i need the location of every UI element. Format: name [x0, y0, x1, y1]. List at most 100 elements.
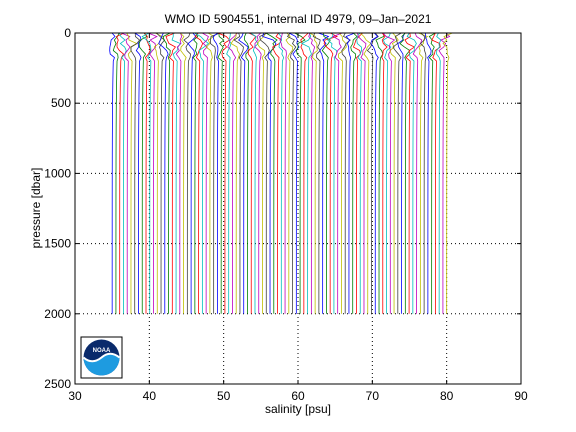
profile-line [205, 32, 215, 314]
profile-line [171, 32, 181, 314]
profile-line [194, 32, 204, 314]
x-tick-label: 50 [217, 389, 231, 403]
profile-line [217, 32, 231, 314]
profile-line [350, 32, 358, 314]
profile-line [309, 32, 318, 314]
profile-line [187, 32, 197, 314]
profile-line [323, 32, 339, 314]
profile-line [162, 32, 171, 314]
profile-line [332, 32, 343, 314]
profile-line [165, 32, 177, 314]
logo-gull [82, 352, 121, 363]
profile-line [202, 32, 209, 314]
profile-line [217, 32, 225, 314]
profile-line [141, 32, 152, 314]
y-tick-label: 2500 [44, 377, 71, 391]
profile-line [397, 32, 406, 314]
profile-line [389, 32, 399, 314]
y-tick-label: 0 [64, 26, 71, 40]
profile-line [238, 32, 249, 314]
profile-line [341, 32, 351, 314]
profile-line [428, 32, 436, 314]
profile-line [244, 32, 250, 314]
profile-line [321, 32, 331, 314]
y-tick-label: 1500 [44, 237, 71, 251]
profile-line [118, 32, 127, 314]
profile-line [134, 32, 142, 314]
profile-line [436, 32, 442, 314]
x-tick-label: 30 [68, 389, 82, 403]
profile-line [233, 32, 244, 314]
profile-line [112, 32, 120, 314]
profile-line [126, 32, 138, 314]
profile-line [399, 32, 411, 314]
profile-line [300, 32, 309, 314]
profile-line [370, 32, 379, 314]
profile-line [406, 32, 417, 314]
chart-title: WMO ID 5904551, internal ID 4979, 09–Jan… [165, 12, 432, 26]
profile-line [431, 32, 441, 314]
profile-line [153, 32, 163, 314]
grid-lines [75, 33, 521, 384]
y-tick-label: 500 [51, 96, 71, 110]
profile-line [272, 32, 283, 314]
profile-line [121, 32, 131, 314]
y-axis-label: pressure [dbar] [29, 168, 43, 249]
profile-line [294, 32, 306, 314]
profile-line [115, 32, 125, 314]
profile-line [438, 32, 451, 314]
profile-line [308, 32, 316, 314]
profile-line [412, 32, 423, 314]
profile-line [265, 32, 278, 314]
profile-line [277, 32, 285, 314]
profile-line [375, 32, 385, 314]
profile-line [227, 32, 238, 314]
profile-line [226, 32, 232, 314]
profile-line [382, 32, 392, 314]
profile-line [404, 32, 416, 314]
profile-line [156, 32, 166, 314]
profile-line [109, 32, 116, 314]
profile-line [212, 32, 219, 314]
profile-line [312, 32, 321, 314]
profile-line [262, 32, 277, 314]
profile-line [382, 32, 396, 314]
x-tick-label: 60 [291, 389, 305, 403]
profile-line [357, 32, 367, 314]
profile-line [366, 32, 379, 314]
profile-line [327, 32, 338, 314]
profile-line [179, 32, 187, 314]
profile-line [392, 32, 402, 314]
profile-line [288, 32, 300, 314]
profile-line [254, 32, 262, 314]
profile-line [183, 32, 191, 314]
profile-line [424, 32, 432, 314]
profile-line [192, 32, 199, 314]
noaa-logo: NOAA [80, 336, 123, 379]
profile-line [138, 32, 148, 314]
x-tick-label: 90 [514, 389, 528, 403]
profile-line [144, 32, 151, 314]
profile-line [259, 32, 270, 314]
profile-line [158, 32, 169, 314]
logo-wave [83, 353, 120, 376]
axis-ticks: 30 40 50 60 70 80 90 0 500 1000 1500 2000 2500 [44, 26, 528, 403]
x-axis-label: salinity [psu] [265, 402, 331, 416]
profile-line [352, 32, 363, 314]
profile-line [147, 32, 158, 314]
profile-line [210, 32, 221, 314]
profile-line [356, 32, 362, 314]
logo-text: NOAA [93, 348, 111, 354]
profile-line [194, 32, 210, 314]
profile-lines [109, 32, 453, 314]
profile-line [285, 32, 294, 314]
profile-line [337, 32, 347, 314]
profile-line [301, 32, 312, 314]
profile-line [442, 32, 453, 314]
profile-line [247, 32, 257, 314]
profile-line [130, 32, 141, 314]
profile-line [345, 32, 355, 314]
x-tick-label: 70 [366, 389, 380, 403]
profile-line [256, 32, 266, 314]
